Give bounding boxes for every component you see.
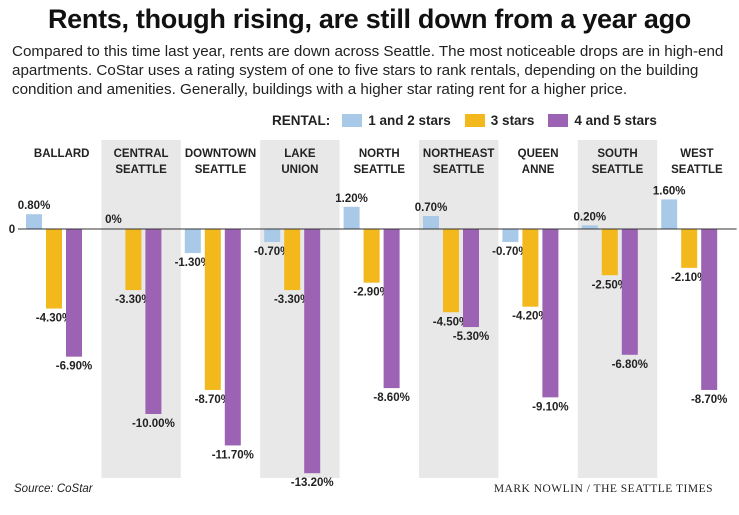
chart-title: Rents, though rising, are still down fro… (47, 4, 691, 34)
chart-subtitle: Compared to this time last year, rents a… (12, 43, 724, 98)
data-label: -11.70% (212, 449, 254, 461)
legend-item-3-stars: 3 stars (464, 112, 535, 128)
data-label: -13.20% (291, 477, 334, 489)
category-label: LAKE (284, 148, 316, 160)
bar-3-stars (363, 229, 380, 283)
zero-axis-label: 0 (9, 224, 15, 236)
data-label: 0% (105, 214, 122, 226)
bar-1-and-2-stars (343, 206, 360, 229)
legend: RENTAL: 1 and 2 stars 3 stars 4 and 5 st… (272, 112, 671, 128)
source-note: Source: CoStar (14, 483, 93, 495)
data-label: -8.70% (195, 394, 231, 406)
category-label: CENTRAL (114, 148, 169, 160)
bar-1-and-2-stars (502, 229, 519, 242)
bar-3-stars (681, 229, 698, 268)
data-label: 0.70% (415, 202, 448, 214)
data-label: -2.90% (353, 287, 389, 299)
bar-1-and-2-stars (661, 199, 678, 229)
bar-4-and-5-stars (701, 229, 718, 390)
data-label: 1.20% (335, 193, 368, 205)
bar-3-stars (522, 229, 539, 307)
data-label: -2.10% (671, 272, 707, 284)
bar-3-stars (443, 229, 459, 313)
category-label: DOWNTOWN (185, 148, 256, 160)
legend-swatch-1-2-stars (342, 113, 363, 127)
bar-4-and-5-stars (66, 229, 82, 357)
data-label: -6.90% (56, 361, 92, 373)
bar-1-and-2-stars (184, 229, 201, 254)
category-label: NORTH (359, 148, 400, 160)
bar-3-stars (284, 229, 301, 291)
bar-4-and-5-stars (463, 229, 479, 328)
data-label: -0.70% (492, 246, 528, 258)
bar-4-and-5-stars (224, 229, 241, 446)
data-label: -3.30% (274, 294, 310, 306)
data-label: 0.80% (18, 200, 51, 212)
category-label: SEATTLE (195, 164, 247, 176)
bar-4-and-5-stars (145, 229, 162, 414)
data-label: 1.60% (653, 185, 686, 197)
data-label: -8.70% (691, 394, 727, 406)
bar-4-and-5-stars (383, 229, 400, 389)
panel-shade (101, 140, 181, 478)
category-label: BALLARD (34, 148, 90, 160)
data-label: 0.20% (573, 211, 606, 223)
category-label: SEATTLE (433, 164, 485, 176)
bar-3-stars (204, 229, 221, 390)
legend-text-4-5-stars: 4 and 5 stars (574, 112, 657, 128)
data-label: -6.80% (612, 359, 648, 371)
data-label: -1.30% (175, 257, 211, 269)
bar-1-and-2-stars (581, 225, 598, 229)
category-label: SEATTLE (671, 164, 723, 176)
panel-shade (260, 140, 340, 478)
bar-1-and-2-stars (26, 214, 42, 229)
legend-swatch-4-5-stars (548, 113, 569, 127)
category-label: QUEEN (518, 148, 559, 160)
data-label: -3.30% (115, 294, 151, 306)
category-label: NORTHEAST (423, 148, 495, 160)
panel-shade (577, 140, 658, 478)
category-label: WEST (680, 148, 713, 160)
bar-4-and-5-stars (621, 229, 638, 355)
bar-1-and-2-stars (423, 216, 439, 229)
category-label: UNION (281, 164, 318, 176)
category-label: SEATTLE (354, 164, 406, 176)
bar-3-stars (125, 229, 142, 291)
legend-item-4-5-stars: 4 and 5 stars (548, 113, 657, 128)
data-label: -10.00% (132, 418, 175, 430)
data-label: -2.50% (592, 279, 628, 291)
legend-swatch-3-stars (464, 113, 485, 127)
legend-label: RENTAL: (272, 112, 331, 128)
legend-item-1-2-stars: 1 and 2 stars (342, 113, 451, 128)
bar-4-and-5-stars (304, 229, 321, 474)
category-label: SEATTLE (115, 164, 167, 176)
bar-3-stars (46, 229, 62, 309)
bar-1-and-2-stars (264, 229, 281, 242)
data-label: -5.30% (453, 331, 489, 343)
category-label: SOUTH (597, 148, 637, 160)
data-label: -9.10% (532, 401, 568, 413)
category-label: SEATTLE (592, 164, 644, 176)
bar-3-stars (601, 229, 618, 276)
data-label: -4.20% (512, 311, 548, 323)
category-label: ANNE (522, 164, 555, 176)
data-label: -0.70% (254, 246, 290, 258)
legend-text-1-2-stars: 1 and 2 stars (368, 112, 451, 128)
data-label: -4.30% (36, 313, 72, 325)
bar-4-and-5-stars (542, 229, 559, 398)
legend-text-3-stars: 3 stars (490, 112, 535, 128)
credit-line: MARK NOWLIN / THE SEATTLE TIMES (493, 483, 713, 495)
data-label: -8.60% (373, 392, 409, 404)
data-label: -4.50% (433, 316, 469, 328)
